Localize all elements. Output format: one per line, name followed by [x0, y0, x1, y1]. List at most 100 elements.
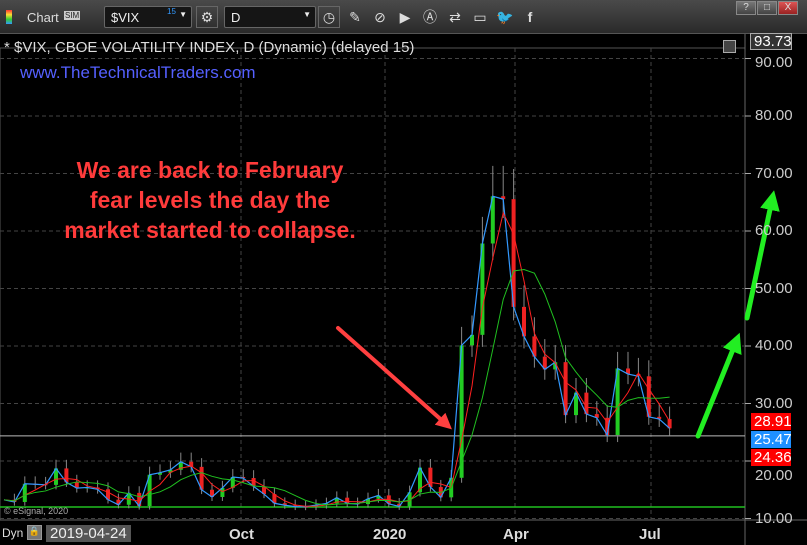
- ma-fast-line: [3, 211, 671, 507]
- price-line: [3, 195, 670, 508]
- y-tick-label: 50.00: [755, 279, 793, 297]
- app-label: Chart: [27, 10, 59, 25]
- candle-body: [667, 419, 672, 429]
- candle-body: [584, 392, 589, 415]
- price-chart[interactable]: [0, 34, 807, 545]
- chevron-down-icon: ▼: [303, 10, 311, 19]
- red-arrow: [336, 326, 452, 430]
- candle-body: [230, 476, 235, 488]
- link-icon[interactable]: ⇄: [449, 9, 461, 25]
- chevron-down-icon: ▼: [179, 10, 187, 19]
- pencil-icon[interactable]: ✎: [349, 9, 361, 25]
- plot-frame: [0, 47, 746, 521]
- candle-body: [480, 243, 485, 335]
- toolbar: Chart SIM $VIX 15 ▼ ⚙ D ▼ ◷ ✎ ⊘ ▶ Ⓐ ⇄ ▭ 🐦 f…: [0, 0, 807, 34]
- candle-body: [418, 467, 422, 493]
- chart-marks: [0, 165, 780, 511]
- candle-body: [64, 468, 69, 483]
- candle-body: [324, 503, 329, 506]
- y-tick-label: 80.00: [755, 107, 793, 124]
- candle-body: [220, 487, 225, 497]
- candle-body: [293, 505, 298, 507]
- candle-body: [490, 196, 495, 244]
- watermark-url: www.TheTechnicalTraders.com: [20, 63, 256, 82]
- candle-body: [646, 376, 651, 417]
- candle-body: [345, 497, 350, 504]
- restore-pane-icon[interactable]: [723, 40, 736, 53]
- candle-body: [334, 497, 339, 504]
- symbol-input[interactable]: $VIX 15 ▼: [104, 6, 192, 28]
- price-flag-ma_slow: 25.47: [751, 431, 792, 448]
- candle-body: [605, 417, 610, 436]
- candle-body: [626, 368, 630, 375]
- candle-body: [542, 356, 547, 370]
- symbol-value: $VIX: [111, 10, 140, 25]
- candle-body: [532, 336, 537, 357]
- delay-badge: 15: [167, 7, 176, 16]
- y-tick-label: 10.00: [755, 509, 793, 527]
- lock-icon[interactable]: 🔒: [27, 525, 42, 540]
- candle-body: [158, 472, 162, 475]
- interval-select[interactable]: D ▼: [224, 6, 316, 28]
- candle-body: [54, 468, 58, 485]
- candle-body: [74, 482, 79, 489]
- ma-slow-line: [3, 268, 670, 506]
- candle-body: [210, 489, 214, 497]
- twitter-icon[interactable]: 🐦: [496, 9, 514, 25]
- restore-button[interactable]: □: [757, 1, 777, 15]
- help-button[interactable]: ?: [736, 1, 756, 15]
- gear-icon[interactable]: ⚙: [196, 6, 218, 28]
- candle-body: [199, 466, 204, 490]
- y-tick-label: 90.00: [755, 53, 793, 71]
- candle-body: [501, 196, 506, 200]
- price-flag-ma_fast: 28.91: [751, 413, 792, 430]
- candle-body: [407, 492, 412, 507]
- candle-body: [522, 306, 526, 337]
- x-tick-label: Apr: [503, 526, 529, 543]
- dynamic-mode[interactable]: Dyn: [2, 526, 24, 540]
- y-tick-label: 40.00: [755, 337, 793, 354]
- candle-body: [563, 362, 568, 416]
- color-bars-icon: [6, 10, 12, 24]
- candle-body: [137, 492, 142, 507]
- x-tick-label: Oct: [229, 526, 255, 543]
- candle-body: [594, 414, 599, 418]
- candle-body: [106, 489, 110, 500]
- candle-body: [459, 345, 464, 478]
- candle-body: [168, 469, 173, 473]
- candle-body: [574, 392, 578, 416]
- candle-body: [428, 467, 433, 488]
- candle-body: [376, 495, 381, 499]
- candle-body: [251, 478, 256, 487]
- candle-body: [511, 199, 516, 307]
- candle-body: [615, 368, 620, 436]
- candle-body: [282, 503, 287, 506]
- price-flag-last: 24.36: [751, 449, 792, 466]
- annotation-text: We are back to February fear levels the …: [64, 157, 356, 243]
- candle-body: [116, 499, 121, 505]
- candle-body: [262, 486, 266, 495]
- candle-body: [657, 416, 662, 420]
- candle-body: [470, 334, 474, 346]
- candle-body: [553, 362, 558, 370]
- sim-badge[interactable]: SIM: [64, 11, 81, 20]
- y-tick-label: 30.00: [755, 394, 793, 412]
- candle-body: [272, 494, 277, 504]
- candle-body: [636, 374, 641, 377]
- grid: [0, 34, 807, 545]
- close-button[interactable]: X: [778, 1, 798, 15]
- candle-body: [147, 474, 152, 507]
- alert-icon[interactable]: Ⓐ: [423, 9, 437, 25]
- cursor-date: 2019-04-24: [46, 525, 131, 542]
- facebook-icon[interactable]: f: [527, 9, 533, 25]
- green-arrow: [695, 332, 742, 439]
- chart-title: * $VIX, CBOE VOLATILITY INDEX, D (Dynami…: [4, 39, 415, 56]
- comment-icon[interactable]: ▭: [473, 9, 487, 25]
- y-tick-label: 60.00: [755, 222, 793, 239]
- x-tick-label: 2020: [373, 526, 407, 543]
- clock-icon[interactable]: ◷: [318, 6, 340, 28]
- candle-body: [397, 503, 402, 507]
- play-icon[interactable]: ▶: [399, 9, 411, 25]
- study-icon[interactable]: ⊘: [374, 9, 386, 25]
- price-flag-high: 93.73: [750, 33, 792, 50]
